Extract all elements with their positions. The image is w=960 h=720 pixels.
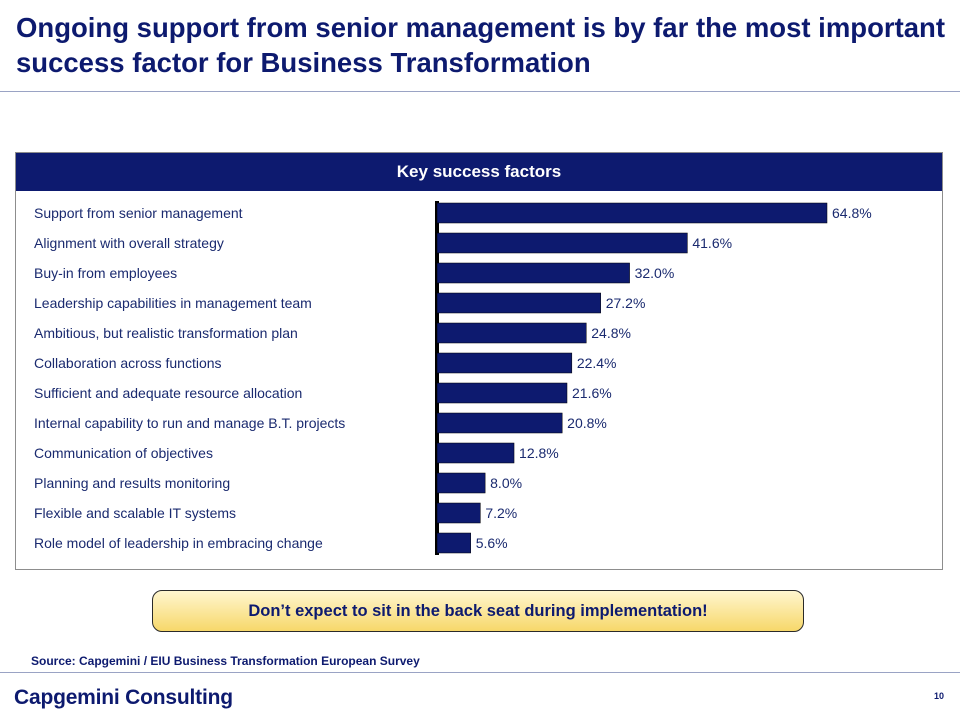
- value-label: 64.8%: [832, 205, 872, 221]
- callout-box: Don’t expect to sit in the back seat dur…: [152, 590, 804, 632]
- value-label: 21.6%: [572, 385, 612, 401]
- bar: [436, 292, 601, 314]
- category-label: Support from senior management: [34, 205, 243, 221]
- category-label: Ambitious, but realistic transformation …: [34, 325, 298, 341]
- bar-chart: Support from senior management 64.8% Align…: [34, 201, 872, 555]
- category-label: Collaboration across functions: [34, 355, 222, 371]
- category-label: Flexible and scalable IT systems: [34, 505, 236, 521]
- chart-panel: Key success factors Support from senior …: [15, 152, 943, 570]
- bar: [436, 532, 471, 554]
- bar: [436, 232, 688, 254]
- bar: [436, 322, 587, 344]
- bar: [436, 382, 568, 404]
- bar: [436, 262, 630, 284]
- value-label: 22.4%: [577, 355, 617, 371]
- value-label: 5.6%: [476, 535, 508, 551]
- source-note: Source: Capgemini / EIU Business Transfo…: [31, 654, 420, 668]
- panel-header: Key success factors: [16, 153, 942, 191]
- page-number: 10: [933, 691, 944, 701]
- category-label: Role model of leadership in embracing ch…: [34, 535, 323, 551]
- bar: [436, 502, 481, 524]
- category-label: Planning and results monitoring: [34, 475, 230, 491]
- brand-logo: Capgemini Consulting: [14, 686, 233, 709]
- category-label: Communication of objectives: [34, 445, 213, 461]
- category-label: Buy-in from employees: [34, 265, 177, 281]
- category-label: Sufficient and adequate resource allocat…: [34, 385, 302, 401]
- value-label: 24.8%: [591, 325, 631, 341]
- bar: [436, 442, 515, 464]
- slide-title: Ongoing support from senior management i…: [16, 12, 945, 78]
- value-label: 12.8%: [519, 445, 559, 461]
- category-label: Internal capability to run and manage B.…: [34, 415, 345, 431]
- bar: [436, 352, 573, 374]
- value-label: 41.6%: [692, 235, 732, 251]
- value-label: 32.0%: [635, 265, 675, 281]
- footer-divider: [0, 672, 960, 673]
- value-label: 20.8%: [567, 415, 607, 431]
- bar: [436, 472, 486, 494]
- category-label: Leadership capabilities in management te…: [34, 295, 312, 311]
- title-divider: [0, 91, 960, 92]
- bar: [436, 412, 563, 434]
- value-label: 7.2%: [485, 505, 517, 521]
- value-label: 27.2%: [606, 295, 646, 311]
- bar: [436, 202, 828, 224]
- category-label: Alignment with overall strategy: [34, 235, 224, 251]
- value-label: 8.0%: [490, 475, 522, 491]
